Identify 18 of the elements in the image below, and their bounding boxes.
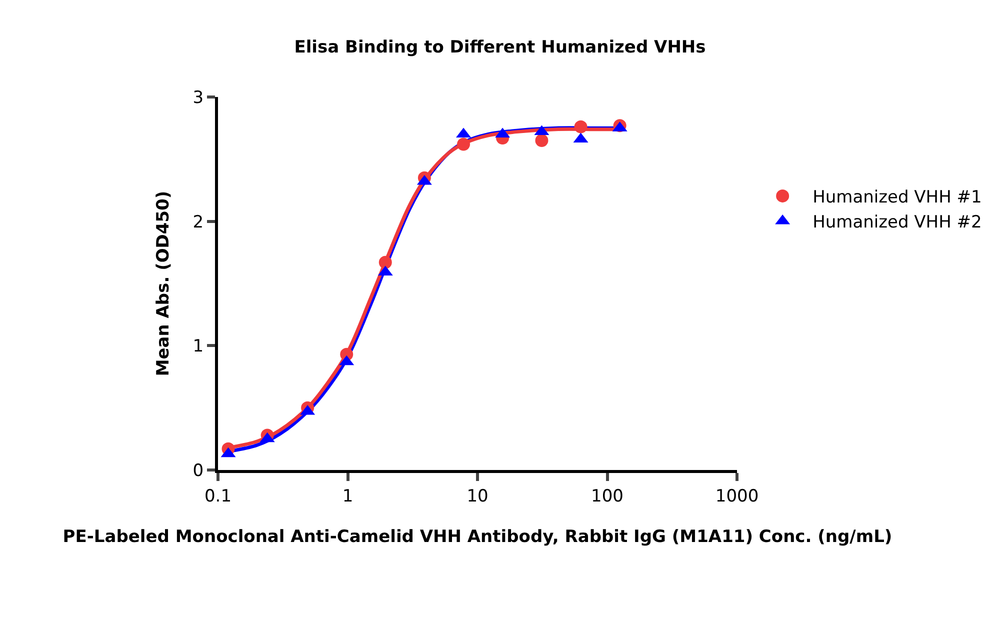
point <box>378 256 392 269</box>
point <box>574 120 588 134</box>
x-tick-label: 0.1 <box>204 486 232 506</box>
point <box>457 138 470 151</box>
y-tick-label: 2 <box>192 212 204 232</box>
point <box>535 134 548 148</box>
chart-title: Elisa Binding to Different Humanized VHHs <box>294 37 706 58</box>
x-tick-label: 100 <box>591 486 624 506</box>
x-axis-title: PE-Labeled Monoclonal Anti-Camelid VHH Antibody, Rabbit IgG (M1A11) Conc. (ng/mL) <box>62 526 892 547</box>
y-tick-label: 1 <box>192 336 204 357</box>
y-tick-label: 3 <box>192 88 204 108</box>
y-axis-title: Mean Abs. (OD450) <box>153 190 174 376</box>
x-tick-label: 1 <box>342 486 354 506</box>
y-tick-label: 0 <box>192 460 204 481</box>
x-tick-label: 10 <box>466 486 488 506</box>
legend-label: Humanized VHH #2 <box>812 212 982 233</box>
x-tick-label: 1000 <box>715 486 759 506</box>
legend-label: Humanized VHH #1 <box>812 188 982 208</box>
